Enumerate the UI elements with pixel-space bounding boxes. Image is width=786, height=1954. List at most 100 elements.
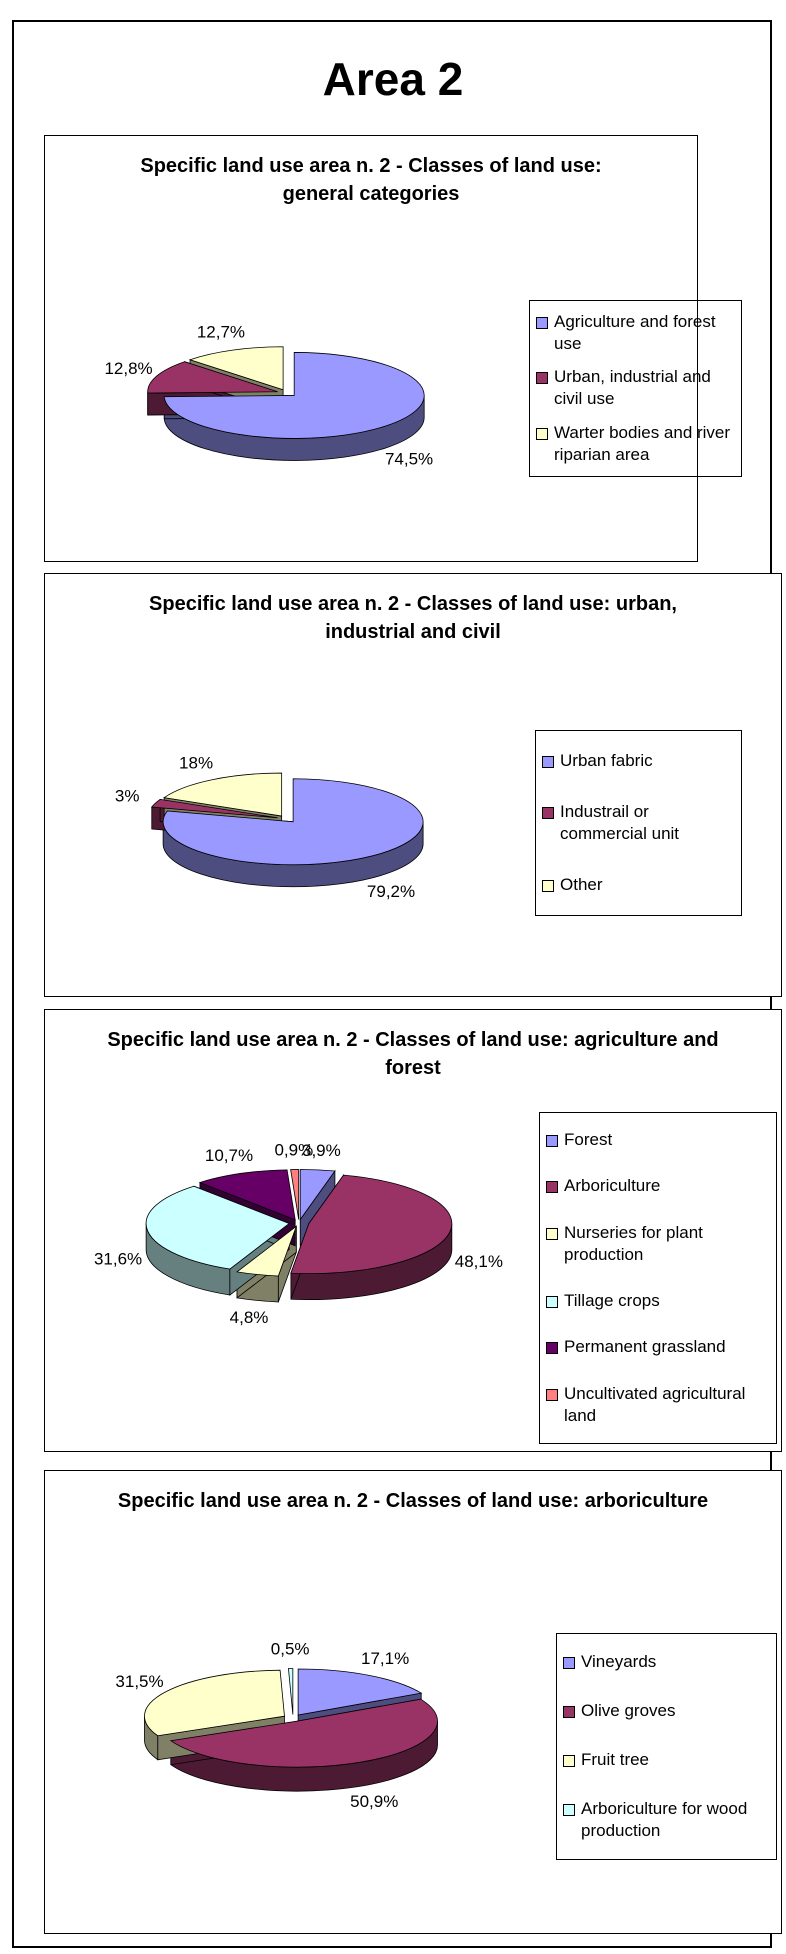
legend-swatch: [546, 1135, 558, 1148]
legend-label: Olive groves: [581, 1701, 676, 1721]
pie-slice: [236, 1225, 298, 1277]
pie-slice: [290, 1174, 453, 1275]
legend-item: Urban fabric: [542, 750, 735, 772]
legend-label: Other: [560, 875, 603, 895]
data-label: 31,5%: [115, 1672, 163, 1691]
chart-title: Specific land use area n. 2 - Classes of…: [117, 1490, 709, 1512]
legend-swatch: [563, 1706, 575, 1719]
legend-swatch: [563, 1754, 575, 1767]
legend-swatch: [546, 1227, 558, 1240]
pie-slice: [297, 1668, 423, 1716]
legend-label: Urban, industrial and civil use: [554, 367, 711, 409]
pie-slice: [147, 361, 278, 394]
chart-panel: Specific land use area n. 2 - Classes of…: [44, 1009, 782, 1452]
chart-title: Specific land use area n. 2 - Classes of…: [140, 155, 602, 205]
data-label: 31,6%: [94, 1249, 142, 1268]
pie-labels: 74,5% 12,8% 12,7%: [104, 323, 433, 469]
legend-swatch: [536, 428, 548, 441]
legend-item: Olive groves: [563, 1700, 770, 1722]
legend-item: Fruit tree: [563, 1749, 770, 1771]
legend-label: Vineyards: [581, 1652, 657, 1672]
pie-tops: [147, 346, 425, 439]
legend-label: Urban fabric: [560, 750, 653, 770]
legend-label: Forest: [564, 1130, 613, 1150]
chart-panel: Specific land use area n. 2 - Classes of…: [44, 1470, 782, 1934]
data-label: 48,1%: [455, 1252, 503, 1271]
data-label: 0,5%: [271, 1639, 310, 1658]
page-title: Area 2: [322, 53, 464, 105]
pie-slice: [144, 1669, 285, 1737]
legend-swatch: [542, 755, 554, 768]
data-label: 4,8%: [230, 1308, 269, 1327]
legend-item: Warter bodies and river riparian area: [536, 422, 735, 466]
chart-title: Specific land use area n. 2 - Classes of…: [107, 1029, 719, 1079]
pie-labels: 79,2% 3% 18%: [115, 754, 415, 901]
pie-tops: [145, 1169, 453, 1277]
data-label: 74,5%: [385, 450, 433, 469]
legend-item: Uncultivated agricultural land: [546, 1383, 770, 1427]
data-label: 3,9%: [302, 1141, 341, 1160]
pie-chart: 17,1% 50,9% 31,5% 0,5%: [115, 1639, 438, 1811]
data-label: 50,9%: [350, 1792, 398, 1811]
legend-swatch: [546, 1342, 558, 1355]
legend-swatch: [542, 806, 554, 819]
legend: Agriculture and forest use Urban, industr…: [529, 300, 742, 477]
pie-slice: [198, 1169, 296, 1221]
legend-swatch: [563, 1657, 575, 1670]
data-label: 12,8%: [104, 359, 152, 378]
data-label: 12,7%: [197, 323, 245, 342]
data-label: 79,2%: [367, 882, 415, 901]
legend-item: Arboriculture: [546, 1175, 770, 1197]
legend-label: Warter bodies and river riparian area: [554, 423, 731, 465]
legend-label: Tillage crops: [564, 1291, 660, 1311]
legend-swatch: [546, 1388, 558, 1401]
legend-item: Nurseries for plant production: [546, 1222, 770, 1266]
legend-swatch: [536, 372, 548, 385]
data-label: 3%: [115, 786, 140, 805]
legend-item: Forest: [546, 1129, 770, 1151]
legend-item: Industrail or commercial unit: [542, 801, 735, 845]
legend-label: Uncultivated agricultural land: [564, 1383, 746, 1425]
pie-chart: 74,5% 12,8% 12,7%: [104, 323, 433, 469]
legend-label: Nurseries for plant production: [564, 1222, 703, 1264]
legend-swatch: [546, 1181, 558, 1194]
pie-slice: [169, 1698, 438, 1768]
pie-tops: [144, 1668, 438, 1768]
pie-slice: [162, 778, 424, 866]
legend: Vineyards Olive groves Fruit tree Arboricul…: [556, 1633, 777, 1860]
data-label: 10,7%: [205, 1146, 253, 1165]
pie-chart: 79,2% 3% 18%: [115, 754, 424, 901]
pie-slice: [163, 772, 283, 817]
legend: Urban fabric Industrail or commercial uni…: [535, 730, 742, 916]
legend-item: Vineyards: [563, 1651, 770, 1673]
legend-label: Permanent grassland: [564, 1337, 726, 1357]
legend-label: Industrail or commercial unit: [560, 801, 680, 843]
legend-swatch: [536, 316, 548, 329]
pie-slice: [290, 1169, 300, 1220]
data-label: 18%: [179, 754, 213, 773]
legend-item: Arboriculture for wood production: [563, 1798, 770, 1842]
legend-swatch: [542, 880, 554, 893]
pie-slice: [299, 1169, 336, 1221]
legend: Forest Arboriculture Nurseries for plant p…: [539, 1112, 777, 1444]
legend-item: Permanent grassland: [546, 1336, 770, 1358]
chart-panel: Specific land use area n. 2 - Classes of…: [44, 573, 782, 997]
pie-chart: 3,9% 48,1% 4,8% 31,6% 10,7% 0,9%: [94, 1141, 503, 1327]
pie-slice: [288, 1668, 294, 1715]
legend-item: Tillage crops: [546, 1290, 770, 1312]
legend-label: Agriculture and forest use: [554, 311, 716, 353]
pie-labels: 17,1% 50,9% 31,5% 0,5%: [115, 1639, 409, 1811]
pie-labels: 3,9% 48,1% 4,8% 31,6% 10,7% 0,9%: [94, 1141, 503, 1327]
legend-label: Fruit tree: [581, 1749, 650, 1769]
legend-label: Arboriculture for wood production: [581, 1798, 748, 1840]
legend-item: Agriculture and forest use: [536, 311, 735, 355]
chart-title: Specific land use area n. 2 - Classes of…: [149, 593, 677, 643]
pie-tops: [150, 772, 424, 866]
chart-panel: Specific land use area n. 2 - Classes of…: [44, 135, 742, 562]
legend-item: Other: [542, 874, 735, 896]
pie-slice: [150, 798, 278, 819]
data-label: 0,9%: [274, 1141, 313, 1160]
legend-swatch: [563, 1803, 575, 1816]
legend-label: Arboriculture: [564, 1176, 661, 1196]
pie-slice: [145, 1185, 290, 1270]
